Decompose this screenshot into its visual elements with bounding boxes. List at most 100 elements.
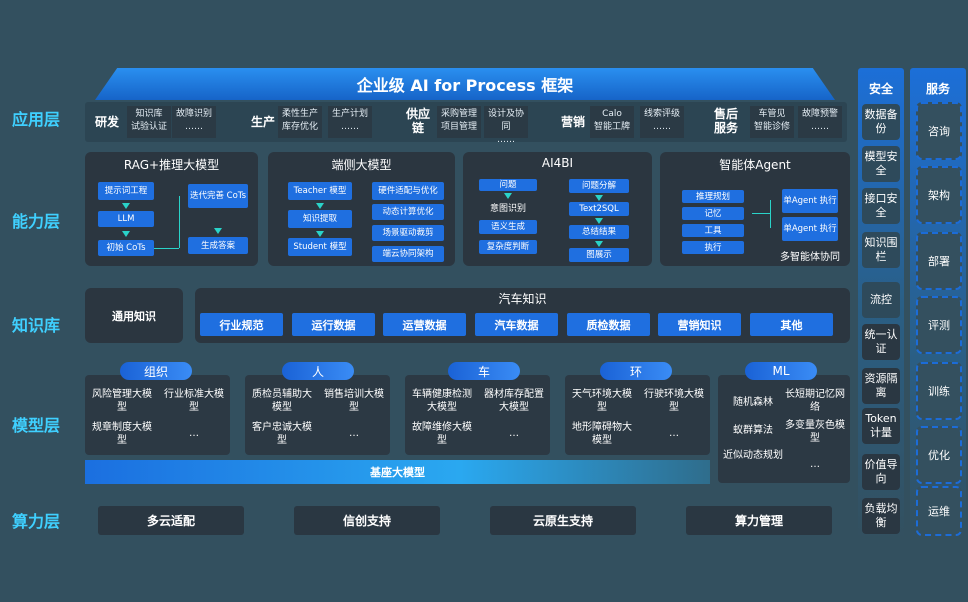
panel-edge: 端侧大模型 Teacher 模型 知识提取 Student 模型 硬件适配与优化… (268, 152, 455, 266)
compute-item: 云原生支持 (490, 506, 636, 535)
knowledge-item[interactable]: 其他 (750, 313, 833, 336)
panel-rag: RAG+推理大模型 提示词工程 LLM 初始 CoTs 迭代完善 CoTs 生成… (85, 152, 258, 266)
model-group-panel (405, 375, 550, 455)
layer-label-compute: 算力层 (12, 512, 61, 531)
security-item: 价值导向 (862, 454, 900, 490)
app-item: 故障预警 (801, 109, 838, 119)
service-title: 服务 (925, 82, 950, 96)
model-item: 销售培训大模型 (324, 389, 384, 413)
model-item: … (509, 428, 519, 439)
app-item: 智能诊修 (753, 122, 790, 132)
arrow-down-icon (595, 218, 603, 224)
ml-item: 蚁群算法 (733, 425, 773, 436)
app-item-box: 车管见 智能诊修 (750, 106, 794, 138)
security-item: 模型安全 (862, 146, 900, 182)
service-item[interactable]: 评测 (916, 296, 962, 354)
model-item: 行驶环境大模型 (644, 389, 704, 413)
model-group-panel (85, 375, 230, 455)
service-item[interactable]: 优化 (916, 426, 962, 484)
node: Student 模型 (288, 238, 352, 256)
arrow-down-icon (316, 231, 324, 237)
node: 总结结果 (569, 225, 629, 239)
service-item[interactable]: 咨询 (916, 102, 962, 160)
ml-item: 长短期记忆网络 (785, 389, 845, 413)
model-group-pill: 车 (448, 362, 520, 380)
node: 执行 (682, 241, 744, 254)
framework-title: 企业级 AI for Process 框架 (95, 68, 835, 100)
service-item[interactable]: 运维 (916, 486, 962, 536)
model-item: 车辆健康检测大模型 (412, 389, 472, 413)
service-item[interactable]: 架构 (916, 166, 962, 224)
node: 场景驱动裁剪 (372, 225, 444, 241)
layer-label-capability: 能力层 (12, 212, 61, 231)
knowledge-item[interactable]: 营销知识 (658, 313, 741, 336)
app-item: …… (653, 122, 671, 132)
app-item-box: 故障预警 …… (798, 106, 842, 138)
model-group-pill: 组织 (120, 362, 192, 380)
base-model-bar: 基座大模型 (85, 460, 710, 484)
ml-pill: ML (745, 362, 817, 380)
arrow-down-icon (214, 228, 222, 234)
node: 单Agent 执行 (782, 189, 838, 213)
model-item: 客户忠诚大模型 (252, 422, 312, 446)
app-item: …… (185, 122, 203, 132)
service-item[interactable]: 训练 (916, 362, 962, 420)
app-item: …… (497, 135, 515, 145)
security-item: Token计量 (862, 408, 900, 444)
connector (770, 200, 771, 228)
connector (179, 196, 180, 248)
app-item: 智能工牌 (593, 122, 630, 132)
general-knowledge: 通用知识 (85, 288, 183, 343)
arrow-down-icon (122, 231, 130, 237)
multi-agent-label: 多智能体协同 (780, 252, 840, 263)
app-item: 试验认证 (130, 122, 167, 132)
app-item: Calo (602, 109, 622, 119)
knowledge-item[interactable]: 运营数据 (383, 313, 466, 336)
knowledge-item[interactable]: 汽车数据 (475, 313, 558, 336)
arrow-down-icon (122, 203, 130, 209)
layer-label-model: 模型层 (12, 416, 61, 435)
knowledge-item[interactable]: 运行数据 (292, 313, 375, 336)
service-item[interactable]: 部署 (916, 232, 962, 290)
panel-title: RAG+推理大模型 (123, 158, 220, 172)
model-group-pill: 人 (282, 362, 354, 380)
security-item: 接口安全 (862, 188, 900, 224)
node: 图展示 (569, 248, 629, 262)
layer-label-knowledge: 知识库 (12, 316, 61, 335)
general-knowledge-label: 通用知识 (112, 309, 156, 323)
app-item: 车管见 (758, 109, 786, 119)
node: Text2SQL (569, 202, 629, 216)
layer-label-app: 应用层 (12, 110, 61, 129)
arrow-down-icon (504, 193, 512, 199)
node: 生成答案 (188, 237, 248, 254)
model-item: 天气环境大模型 (572, 389, 632, 413)
connector (752, 213, 770, 214)
app-item: 故障识别 (175, 109, 212, 119)
app-item-box: 采购管理 项目管理 (437, 106, 481, 138)
ml-item: 随机森林 (733, 397, 773, 408)
app-item-box: Calo 智能工牌 (590, 106, 634, 138)
app-item: 知识库 (135, 109, 163, 119)
node: 推理规划 (682, 190, 744, 203)
app-group-label: 研发 (94, 115, 119, 129)
app-item: …… (811, 122, 829, 132)
node: 复杂度判断 (479, 240, 537, 254)
ml-item: 多变量灰色模型 (785, 420, 845, 444)
security-item: 统一认证 (862, 324, 900, 360)
ml-item: 近似动态规划 (723, 450, 783, 461)
node: 记忆 (682, 207, 744, 220)
model-item: 故障维修大模型 (412, 422, 472, 446)
knowledge-item[interactable]: 质检数据 (567, 313, 650, 336)
security-item: 知识围栏 (862, 232, 900, 268)
node: 硬件适配与优化 (372, 182, 444, 200)
panel-agent: 智能体Agent 推理规划 记忆 工具 执行 单Agent 执行 单Agent … (660, 152, 850, 266)
knowledge-item[interactable]: 行业规范 (200, 313, 283, 336)
app-item-box: 线索评级 …… (640, 106, 684, 138)
app-item: …… (341, 122, 359, 132)
model-item: 地形障碍物大模型 (572, 422, 632, 446)
model-group-panel (245, 375, 390, 455)
security-title: 安全 (868, 82, 893, 96)
panel-title: 智能体Agent (719, 158, 791, 172)
app-item-box: 生产计划 …… (328, 106, 372, 138)
model-group-panel (565, 375, 710, 455)
